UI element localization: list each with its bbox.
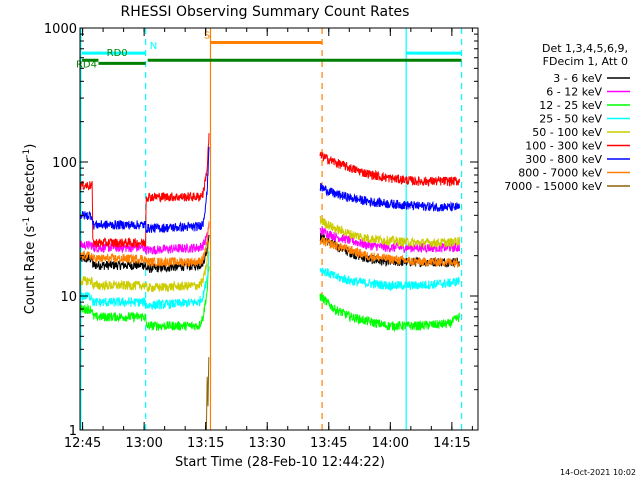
y-axis-label-end: ) [23,144,38,149]
state-bar-label-3: RD4 [76,59,97,70]
x-tick-label-2: 13:15 [187,436,224,451]
y-axis: 1 10 100 1000 [44,22,478,439]
series-line-5-0 [79,133,210,249]
legend-label-1: 6 - 12 keV [546,86,602,99]
y-axis-label: Count Rate (s-1 detector-1) [22,144,38,315]
plot-frame [79,27,479,431]
footer-timestamp: 14-Oct-2021 10:02 [560,468,636,477]
series-line-6-1 [319,182,460,212]
series-line-2-0 [79,266,210,331]
y-axis-label-middle: detector [23,157,38,217]
y-tick-label-1: 10 [60,290,77,305]
x-tick-label-3: 13:30 [248,436,285,451]
x-axis-label: Start Time (28-Feb-10 12:44:22) [175,455,385,470]
y-tick-label-3: 1000 [44,22,77,37]
legend-label-6: 300 - 800 keV [525,153,602,166]
legend-label-3: 25 - 50 keV [539,113,602,126]
series-line-5-1 [319,151,460,187]
state-bar-label-0: N [150,41,157,52]
legend-label-4: 50 - 100 keV [532,126,602,139]
x-tick-label-4: 13:45 [310,436,347,451]
chart-title: RHESSI Observing Summary Count Rates [121,4,410,20]
series-line-8-0 [205,357,210,431]
y-tick-label-2: 100 [52,156,77,171]
y-axis-label-main: Count Rate (s [23,226,38,315]
legend-header-line-2: FDecim 1, Att 0 [543,55,628,68]
legend-label-0: 3 - 6 keV [553,72,602,85]
series-line-6-0 [79,146,210,234]
y-tick-label-0: 1 [69,424,77,439]
state-bar-label-2: RD0 [107,48,128,59]
series-line-3-0 [79,251,210,310]
x-tick-label-6: 14:15 [433,436,470,451]
y-axis-label-exponent-2: -1 [22,149,32,158]
legend-label-2: 12 - 25 keV [539,99,602,112]
x-tick-label-1: 13:00 [125,436,162,451]
legend-header-line-1: Det 1,3,4,5,6,9, [542,42,628,55]
series-line-0-0 [79,234,210,273]
legend: Det 1,3,4,5,6,9, FDecim 1, Att 0 3 - 6 k… [504,42,630,193]
legend-label-5: 100 - 300 keV [525,140,602,153]
plot-area: N S RD0 RD4 [76,28,463,431]
legend-label-7: 800 - 7000 keV [518,167,602,180]
series-line-2-1 [319,293,460,333]
state-bar-label-1: S [204,30,210,41]
x-tick-label-0: 12:45 [64,436,101,451]
series-line-4-1 [319,215,460,250]
series-line-7-1 [319,236,460,269]
x-axis: 12:45 13:00 13:15 13:30 13:45 14:00 14:15 [64,28,473,451]
series-line-4-0 [79,240,210,293]
y-axis-label-exponent: -1 [22,217,32,226]
series-line-3-1 [319,267,460,292]
series-line-7-0 [79,221,210,268]
legend-label-8: 7000 - 15000 keV [504,180,602,193]
x-tick-label-5: 14:00 [372,436,409,451]
